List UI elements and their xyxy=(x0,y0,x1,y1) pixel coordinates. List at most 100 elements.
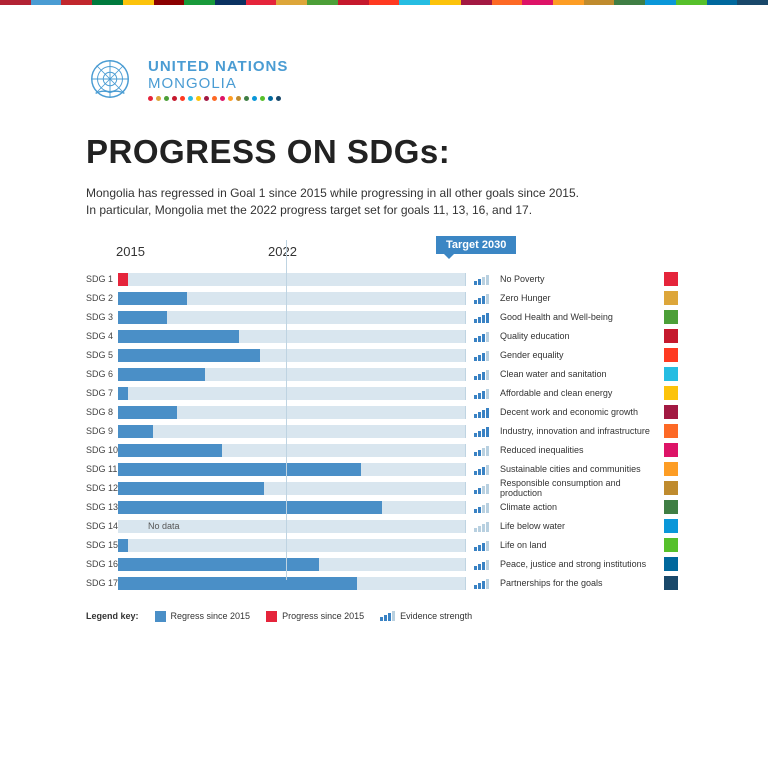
goal-name: Clean water and sanitation xyxy=(500,369,664,379)
sdg-row: SDG 6 Clean water and sanitation xyxy=(86,365,682,384)
bar-fill xyxy=(118,292,187,305)
bar-track xyxy=(118,577,466,590)
sdg-id: SDG 15 xyxy=(86,540,118,550)
goal-name: Decent work and economic growth xyxy=(500,407,664,417)
goal-name: Responsible consumption and production xyxy=(500,478,664,498)
goal-icon xyxy=(664,424,678,438)
bar-track xyxy=(118,292,466,305)
bar-track xyxy=(118,368,466,381)
bar-fill xyxy=(118,406,177,419)
legend-evidence: Evidence strength xyxy=(380,611,472,621)
goal-icon xyxy=(664,291,678,305)
sdg-id: SDG 12 xyxy=(86,483,118,493)
bar-track xyxy=(118,501,466,514)
goal-icon xyxy=(664,405,678,419)
goal-name: Life on land xyxy=(500,540,664,550)
goal-name: No Poverty xyxy=(500,274,664,284)
sdg-id: SDG 8 xyxy=(86,407,118,417)
bar-track xyxy=(118,444,466,457)
goal-name: Reduced inequalities xyxy=(500,445,664,455)
evidence-icon xyxy=(474,350,496,361)
evidence-icon xyxy=(474,502,496,513)
sdg-id: SDG 2 xyxy=(86,293,118,303)
goal-name: Industry, innovation and infrastructure xyxy=(500,426,664,436)
evidence-icon xyxy=(474,274,496,285)
legend: Legend key: Regress since 2015 Progress … xyxy=(86,611,682,622)
bar-fill xyxy=(118,501,382,514)
bar-track xyxy=(118,463,466,476)
goal-icon xyxy=(664,519,678,533)
bar-fill xyxy=(118,330,239,343)
evidence-icon xyxy=(474,312,496,323)
bar-track xyxy=(118,558,466,571)
goal-name: Partnerships for the goals xyxy=(500,578,664,588)
description: Mongolia has regressed in Goal 1 since 2… xyxy=(86,185,682,220)
evidence-icon xyxy=(474,331,496,342)
evidence-icon xyxy=(474,521,496,532)
bar-track xyxy=(118,539,466,552)
un-emblem-icon xyxy=(86,55,134,103)
sdg-row: SDG 16 Peace, justice and strong institut… xyxy=(86,555,682,574)
bar-fill xyxy=(118,425,153,438)
evidence-icon xyxy=(474,369,496,380)
goal-icon xyxy=(664,329,678,343)
sdg-row: SDG 10Reduced inequalities xyxy=(86,441,682,460)
bar-fill xyxy=(118,311,167,324)
sdg-row: SDG 11 Sustainable cities and communities xyxy=(86,460,682,479)
sdg-row: SDG 2 Zero Hunger xyxy=(86,289,682,308)
sdg-id: SDG 17 xyxy=(86,578,118,588)
sdg-id: SDG 11 xyxy=(86,464,118,474)
legend-regress: Regress since 2015 xyxy=(155,611,251,622)
goal-name: Zero Hunger xyxy=(500,293,664,303)
sdg-id: SDG 16 xyxy=(86,559,118,569)
goal-icon xyxy=(664,576,678,590)
goal-name: Sustainable cities and communities xyxy=(500,464,664,474)
sdg-row: SDG 4Quality education xyxy=(86,327,682,346)
goal-name: Good Health and Well-being xyxy=(500,312,664,322)
evidence-icon xyxy=(474,293,496,304)
evidence-icon xyxy=(474,407,496,418)
sdg-id: SDG 1 xyxy=(86,274,118,284)
target-2030-tag: Target 2030 xyxy=(436,236,516,254)
no-data-label: No data xyxy=(148,520,180,533)
axis-2022: 2022 xyxy=(268,244,297,259)
goal-name: Affordable and clean energy xyxy=(500,388,664,398)
sdg-row: SDG 3 Good Health and Well-being xyxy=(86,308,682,327)
goal-icon xyxy=(664,500,678,514)
bar-track xyxy=(118,425,466,438)
sdg-id: SDG 13 xyxy=(86,502,118,512)
sdg-row: SDG 8 Decent work and economic growth xyxy=(86,403,682,422)
goal-name: Peace, justice and strong institutions xyxy=(500,559,664,569)
bar-track xyxy=(118,330,466,343)
evidence-icon xyxy=(474,540,496,551)
bar-fill xyxy=(118,577,357,590)
goal-icon xyxy=(664,348,678,362)
sdg-id: SDG 7 xyxy=(86,388,118,398)
bar-fill xyxy=(118,444,222,457)
sdg-row: SDG 1 No Poverty xyxy=(86,270,682,289)
legend-progress: Progress since 2015 xyxy=(266,611,364,622)
evidence-icon xyxy=(474,464,496,475)
top-color-stripe xyxy=(0,0,768,5)
sdg-row: SDG 9Industry, innovation and infrastruc… xyxy=(86,422,682,441)
sdg-row: SDG 13 Climate action xyxy=(86,498,682,517)
goal-icon xyxy=(664,443,678,457)
page-title: PROGRESS ON SDGs: xyxy=(86,133,682,171)
evidence-icon xyxy=(474,445,496,456)
sdg-row: SDG 12 Responsible consumption and produc… xyxy=(86,479,682,498)
sdg-row: SDG 14No dataLife below water xyxy=(86,517,682,536)
un-logo-block: UNITED NATIONS MONGOLIA xyxy=(86,55,682,103)
goal-icon xyxy=(664,272,678,286)
bar-fill xyxy=(118,368,205,381)
sdg-id: SDG 3 xyxy=(86,312,118,322)
sdg-id: SDG 6 xyxy=(86,369,118,379)
bar-track xyxy=(118,406,466,419)
bar-track xyxy=(118,273,466,286)
evidence-icon xyxy=(474,426,496,437)
evidence-icon xyxy=(474,578,496,589)
bar-fill xyxy=(118,558,319,571)
evidence-icon xyxy=(474,483,496,494)
goal-name: Climate action xyxy=(500,502,664,512)
logo-dots xyxy=(148,96,288,101)
midline-2022 xyxy=(286,240,287,580)
